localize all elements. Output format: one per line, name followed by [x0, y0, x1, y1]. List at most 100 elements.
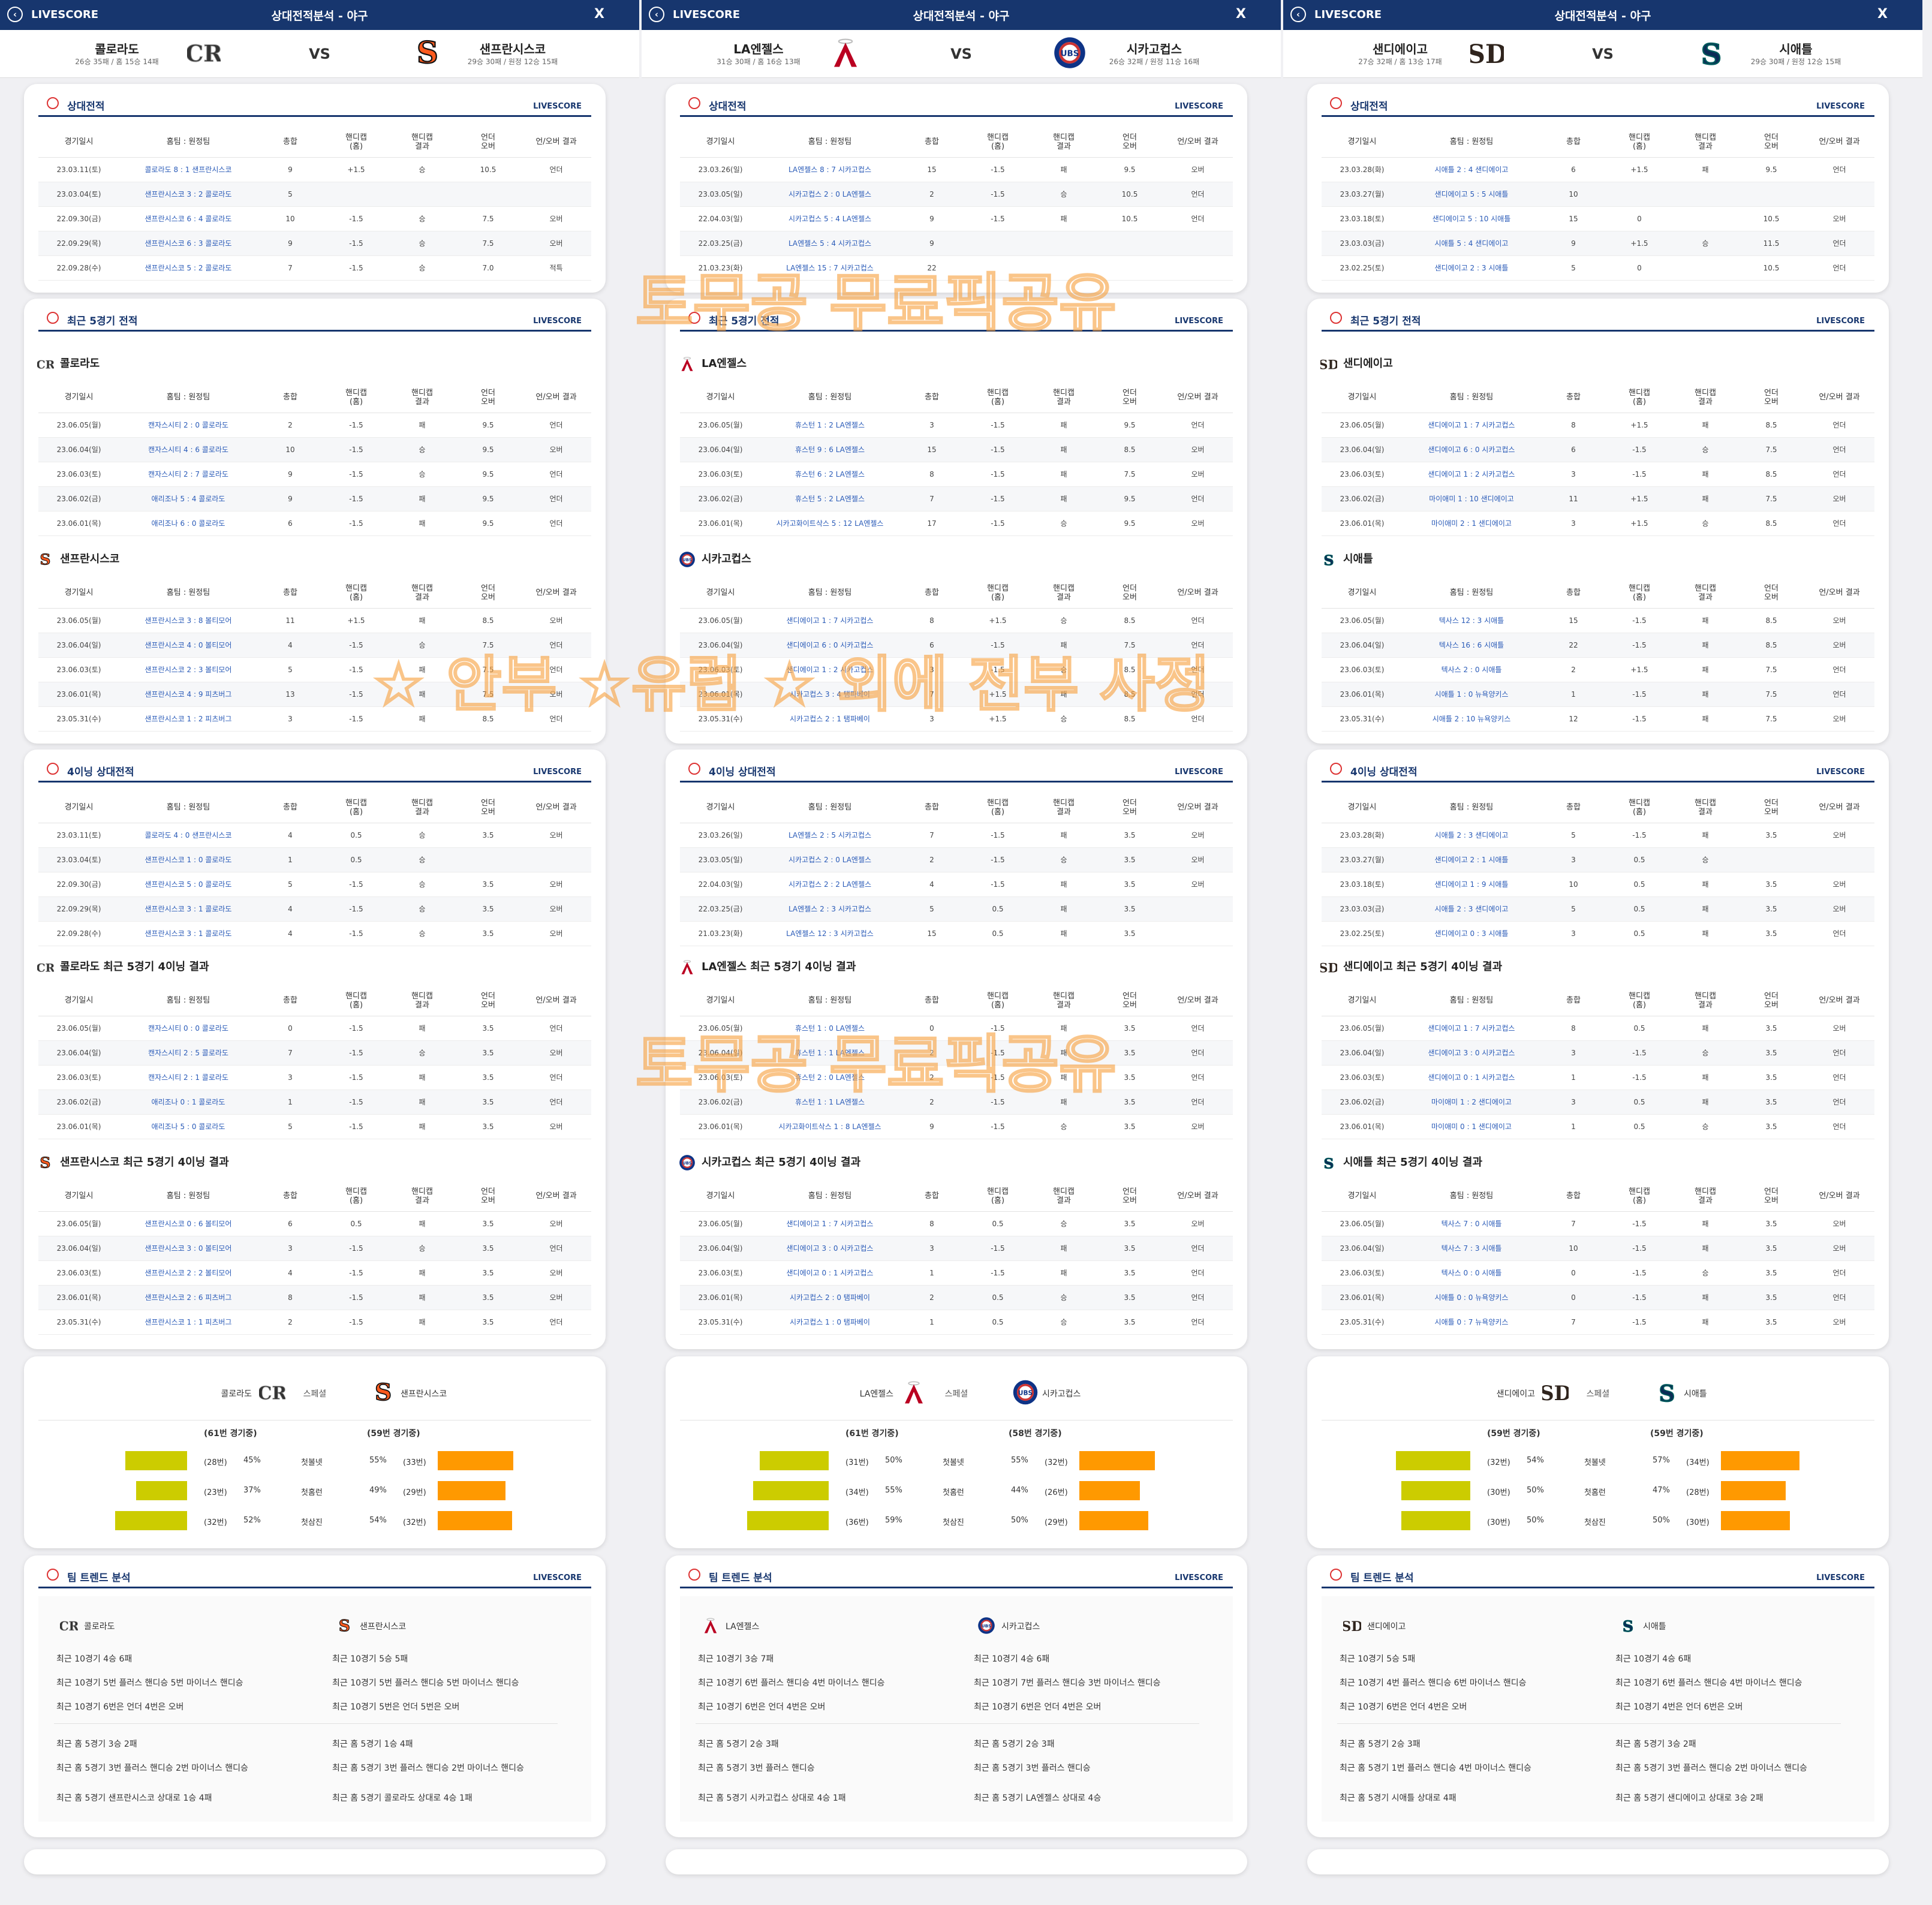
table-cell[interactable]: 애리조나 0 : 1 콜로라도: [119, 1090, 257, 1115]
table-cell[interactable]: 마이애미 0 : 1 샌디에이고: [1403, 1114, 1540, 1139]
close-button[interactable]: X: [594, 7, 604, 22]
table-cell[interactable]: 시카고컵스 2 : 0 LA엔젤스: [761, 847, 899, 872]
table-cell[interactable]: 샌디에이고 5 : 10 시애틀: [1403, 206, 1540, 231]
table-cell[interactable]: 캔자스시티 0 : 0 콜로라도: [119, 1016, 257, 1041]
table-cell[interactable]: 시애틀 2 : 10 뉴욕양키스: [1403, 706, 1540, 732]
table-cell[interactable]: 샌디에이고 6 : 0 시카고컵스: [761, 633, 899, 658]
table-cell[interactable]: LA엔젤스 5 : 4 시카고컵스: [761, 231, 899, 256]
table-cell[interactable]: 애리조나 5 : 0 콜로라도: [119, 1114, 257, 1139]
table-cell[interactable]: 샌프란시스코 3 : 8 볼티모어: [119, 608, 257, 633]
livescore-back-icon[interactable]: ‹: [7, 7, 23, 22]
table-cell[interactable]: 시카고컵스 5 : 4 LA엔젤스: [761, 206, 899, 231]
table-cell[interactable]: 샌프란시스코 4 : 0 볼티모어: [119, 633, 257, 658]
table-cell[interactable]: 콜로라도 4 : 0 샌프란시스코: [119, 823, 257, 848]
table-cell[interactable]: 샌프란시스코 1 : 2 피츠버그: [119, 706, 257, 732]
close-button[interactable]: X: [1236, 7, 1246, 22]
table-cell[interactable]: 시카고컵스 2 : 0 탬파베이: [761, 1285, 899, 1310]
table-cell[interactable]: 시애틀 2 : 4 샌디에이고: [1403, 157, 1540, 182]
table-cell[interactable]: 샌디에이고 1 : 9 시애틀: [1403, 872, 1540, 897]
table-cell[interactable]: 휴스턴 1 : 0 LA엔젤스: [761, 1016, 899, 1041]
table-cell[interactable]: 샌디에이고 1 : 7 시카고컵스: [761, 608, 899, 633]
table-cell[interactable]: 텍사스 2 : 0 시애틀: [1403, 657, 1540, 682]
trend-text: 최근 홈 5경기 샌프란시스코 상대로 1승 4패: [56, 1793, 212, 1803]
table-cell[interactable]: 휴스턴 5 : 2 LA엔젤스: [761, 486, 899, 511]
table-cell[interactable]: 샌프란시스코 2 : 2 볼티모어: [119, 1260, 257, 1286]
table-cell[interactable]: 샌프란시스코 3 : 2 콜로라도: [119, 182, 257, 207]
table-cell[interactable]: 캔자스시티 2 : 5 콜로라도: [119, 1040, 257, 1066]
table-cell[interactable]: 샌프란시스코 6 : 4 콜로라도: [119, 206, 257, 231]
table-cell[interactable]: 샌디에이고 6 : 0 시카고컵스: [1403, 437, 1540, 462]
table-cell[interactable]: 샌디에이고 0 : 1 시카고컵스: [761, 1260, 899, 1286]
table-cell[interactable]: 시애틀 0 : 0 뉴욕양키스: [1403, 1285, 1540, 1310]
table-cell[interactable]: 시애틀 1 : 0 뉴욕양키스: [1403, 682, 1540, 707]
table-cell[interactable]: 샌프란시스코 4 : 9 피츠버그: [119, 682, 257, 707]
table-cell[interactable]: 시카고화이트삭스 1 : 8 LA엔젤스: [761, 1114, 899, 1139]
table-cell[interactable]: 샌프란시스코 5 : 0 콜로라도: [119, 872, 257, 897]
table-cell[interactable]: 시애틀 2 : 3 샌디에이고: [1403, 896, 1540, 922]
table-cell[interactable]: 시카고화이트삭스 5 : 12 LA엔젤스: [761, 511, 899, 536]
table-cell[interactable]: 텍사스 0 : 0 시애틀: [1403, 1260, 1540, 1286]
livescore-back-icon[interactable]: ‹: [1290, 7, 1306, 22]
table-cell[interactable]: 마이애미 2 : 1 샌디에이고: [1403, 511, 1540, 536]
table-cell[interactable]: 캔자스시티 2 : 7 콜로라도: [119, 462, 257, 487]
table-cell[interactable]: 샌디에이고 0 : 1 시카고컵스: [1403, 1065, 1540, 1090]
table-cell[interactable]: 샌디에이고 1 : 2 시카고컵스: [1403, 462, 1540, 487]
table-cell[interactable]: 애리조나 6 : 0 콜로라도: [119, 511, 257, 536]
table-cell[interactable]: LA엔젤스 8 : 7 시카고컵스: [761, 157, 899, 182]
table-cell[interactable]: 샌디에이고 1 : 7 시카고컵스: [1403, 1016, 1540, 1041]
table-cell[interactable]: 샌프란시스코 1 : 1 피츠버그: [119, 1310, 257, 1335]
table-cell[interactable]: 캔자스시티 2 : 1 콜로라도: [119, 1065, 257, 1090]
table-cell[interactable]: 휴스턴 1 : 1 LA엔젤스: [761, 1090, 899, 1115]
table-cell[interactable]: 시애틀 5 : 4 샌디에이고: [1403, 231, 1540, 256]
table-cell[interactable]: 캔자스시티 4 : 6 콜로라도: [119, 437, 257, 462]
table-cell[interactable]: 샌디에이고 5 : 5 시애틀: [1403, 182, 1540, 207]
table-cell[interactable]: 샌프란시스코 3 : 0 볼티모어: [119, 1236, 257, 1261]
table-cell[interactable]: 텍사스 7 : 3 시애틀: [1403, 1236, 1540, 1261]
table-cell[interactable]: 마이애미 1 : 10 샌디에이고: [1403, 486, 1540, 511]
table-cell[interactable]: 텍사스 16 : 6 시애틀: [1403, 633, 1540, 658]
close-button[interactable]: X: [1877, 7, 1888, 22]
table-cell[interactable]: 샌디에이고 2 : 3 시애틀: [1403, 255, 1540, 281]
table-cell[interactable]: 휴스턴 2 : 0 LA엔젤스: [761, 1065, 899, 1090]
table-cell[interactable]: 샌프란시스코 0 : 6 볼티모어: [119, 1211, 257, 1236]
table-cell[interactable]: 휴스턴 6 : 2 LA엔젤스: [761, 462, 899, 487]
table-cell[interactable]: 애리조나 5 : 4 콜로라도: [119, 486, 257, 511]
table-cell[interactable]: 시카고컵스 2 : 1 탬파베이: [761, 706, 899, 732]
table-cell[interactable]: 휴스턴 1 : 2 LA엔젤스: [761, 413, 899, 438]
table-cell[interactable]: 샌프란시스코 2 : 6 피츠버그: [119, 1285, 257, 1310]
table-cell[interactable]: 콜로라도 8 : 1 샌프란시스코: [119, 157, 257, 182]
table-cell[interactable]: 시카고컵스 2 : 2 LA엔젤스: [761, 872, 899, 897]
table-cell[interactable]: 텍사스 12 : 3 시애틀: [1403, 608, 1540, 633]
table-cell[interactable]: 마이애미 1 : 2 샌디에이고: [1403, 1090, 1540, 1115]
table-cell[interactable]: 샌디에이고 1 : 7 시카고컵스: [1403, 413, 1540, 438]
table-cell[interactable]: 샌디에이고 3 : 0 시카고컵스: [1403, 1040, 1540, 1066]
table-cell[interactable]: 샌프란시스코 1 : 0 콜로라도: [119, 847, 257, 872]
table-cell[interactable]: LA엔젤스 12 : 3 시카고컵스: [761, 921, 899, 946]
table-cell[interactable]: 샌디에이고 2 : 1 시애틀: [1403, 847, 1540, 872]
table-cell[interactable]: 시애틀 2 : 3 샌디에이고: [1403, 823, 1540, 848]
table-cell[interactable]: 캔자스시티 2 : 0 콜로라도: [119, 413, 257, 438]
table-cell[interactable]: 샌디에이고 0 : 3 시애틀: [1403, 921, 1540, 946]
table-cell: 언더: [1163, 1310, 1233, 1335]
table-cell[interactable]: LA엔젤스 2 : 5 시카고컵스: [761, 823, 899, 848]
table-cell[interactable]: LA엔젤스 15 : 7 시카고컵스: [761, 255, 899, 281]
table-cell[interactable]: 휴스턴 1 : 1 LA엔젤스: [761, 1040, 899, 1066]
table-cell: 승: [1031, 1285, 1097, 1310]
table-cell[interactable]: 시카고컵스 3 : 4 탬파베이: [761, 682, 899, 707]
table-cell[interactable]: 시카고컵스 2 : 0 LA엔젤스: [761, 182, 899, 207]
table-cell[interactable]: 샌프란시스코 3 : 1 콜로라도: [119, 896, 257, 922]
table-cell[interactable]: 샌프란시스코 3 : 1 콜로라도: [119, 921, 257, 946]
table-cell[interactable]: 시애틀 0 : 7 뉴욕양키스: [1403, 1310, 1540, 1335]
table-cell[interactable]: 샌디에이고 3 : 0 시카고컵스: [761, 1236, 899, 1261]
table-cell[interactable]: 샌프란시스코 6 : 3 콜로라도: [119, 231, 257, 256]
livescore-back-icon[interactable]: ‹: [649, 7, 664, 22]
table-cell[interactable]: 휴스턴 9 : 6 LA엔젤스: [761, 437, 899, 462]
table-cell[interactable]: 샌디에이고 1 : 7 시카고컵스: [761, 1211, 899, 1236]
table-cell[interactable]: 텍사스 7 : 0 시애틀: [1403, 1211, 1540, 1236]
table-cell[interactable]: 샌디에이고 1 : 2 시카고컵스: [761, 657, 899, 682]
table-cell[interactable]: 샌프란시스코 5 : 2 콜로라도: [119, 255, 257, 281]
table-cell[interactable]: 샌프란시스코 2 : 3 볼티모어: [119, 657, 257, 682]
section-suffix: 최근 5경기 4이닝 결과: [1396, 961, 1503, 973]
table-cell[interactable]: 시카고컵스 1 : 0 탬파베이: [761, 1310, 899, 1335]
table-cell[interactable]: LA엔젤스 2 : 3 시카고컵스: [761, 896, 899, 922]
